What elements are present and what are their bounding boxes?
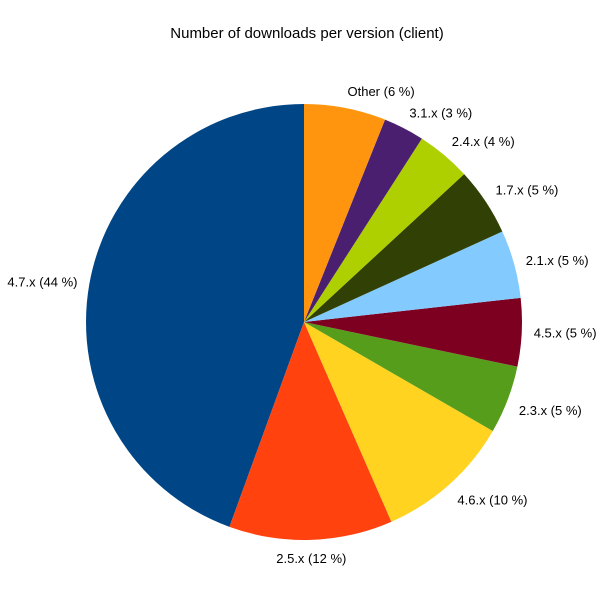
pie-other-slice xyxy=(304,104,386,322)
pie-4-5-x-slice xyxy=(304,297,523,367)
pie-slices-group xyxy=(86,104,523,540)
pie-2-1-x-label: 2.1.x (5 %) xyxy=(526,253,589,268)
pie-4-5-x-label: 4.5.x (5 %) xyxy=(534,325,597,340)
pie-4-6-x-label: 4.6.x (10 %) xyxy=(457,492,527,507)
pie-2-5-x-slice xyxy=(229,322,392,540)
pie-1-7-x-slice xyxy=(304,174,503,322)
pie-2-4-x-label: 2.4.x (4 %) xyxy=(452,134,515,149)
pie-3-1-x-label: 3.1.x (3 %) xyxy=(409,106,472,121)
pie-2-1-x-slice xyxy=(304,231,521,322)
pie-4-6-x-slice xyxy=(304,322,493,522)
pie-2-3-x-label: 2.3.x (5 %) xyxy=(519,403,582,418)
pie-2-4-x-slice xyxy=(304,138,465,322)
pie-4-7-x-slice xyxy=(86,104,304,527)
chart-title: Number of downloads per version (client) xyxy=(170,25,443,42)
pie-1-7-x-label: 1.7.x (5 %) xyxy=(496,183,559,198)
pie-4-7-x-label: 4.7.x (44 %) xyxy=(7,275,77,290)
pie-2-5-x-label: 2.5.x (12 %) xyxy=(276,551,346,566)
pie-labels-group: 4.7.x (44 %) 2.5.x (12 %) 4.6.x (10 %) 2.3.… xyxy=(7,84,596,566)
pie-2-3-x-slice xyxy=(304,322,518,431)
pie-other-label: Other (6 %) xyxy=(348,84,415,99)
pie-3-1-x-slice xyxy=(304,119,422,323)
